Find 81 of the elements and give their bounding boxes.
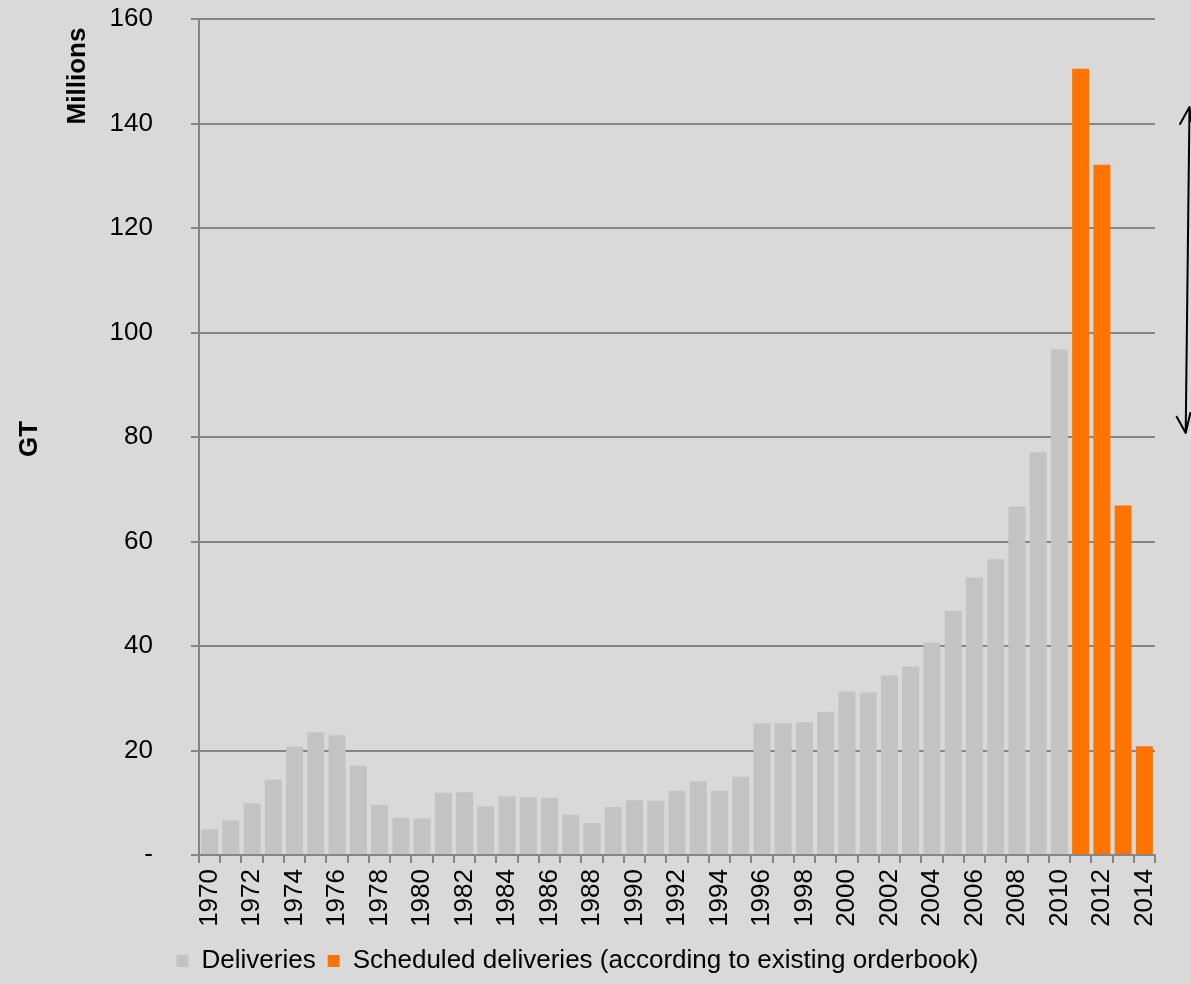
x-tick-label: 2004: [915, 869, 946, 927]
bar: [923, 642, 941, 854]
bar: [1050, 349, 1068, 854]
bar: [965, 577, 983, 854]
bar: [944, 610, 962, 854]
bar: [753, 723, 771, 854]
x-tick-label: 1996: [745, 869, 776, 927]
bar: [710, 790, 728, 854]
y-tick-label: 40: [124, 629, 153, 660]
bar: [795, 722, 813, 854]
y-tick-label: 120: [109, 211, 153, 242]
bar: [647, 800, 665, 854]
x-tick-label: 1976: [320, 869, 351, 927]
bar: [583, 823, 601, 854]
bar: [817, 711, 835, 854]
bar: [328, 735, 346, 854]
bar: [456, 792, 474, 854]
x-tick-label: 1970: [192, 869, 223, 927]
x-tick-label: 2008: [1000, 869, 1031, 927]
x-tick-label: 1982: [447, 869, 478, 927]
y-tick-label: 160: [109, 2, 153, 33]
bar: [1114, 505, 1132, 854]
x-tick-label: 1986: [532, 869, 563, 927]
bar: [859, 692, 877, 854]
bar: [413, 818, 431, 854]
x-tick-label: 1994: [702, 869, 733, 927]
bar: [902, 666, 920, 854]
y-tick-label: -: [144, 838, 153, 869]
y-tick-label: 20: [124, 733, 153, 764]
x-tick-label: 1980: [405, 869, 436, 927]
x-tick-label: 2006: [957, 869, 988, 927]
bar: [392, 817, 410, 854]
bar: [732, 776, 750, 854]
y-tick-label: 60: [124, 524, 153, 555]
bar: [477, 806, 495, 854]
y-axis-title: GT: [13, 420, 44, 458]
bar: [604, 806, 622, 854]
bar: [264, 779, 282, 854]
bar: [307, 732, 325, 854]
bar: [371, 804, 389, 854]
y-tick-label: 140: [109, 106, 153, 137]
bar: [1008, 506, 1026, 854]
bar: [689, 781, 707, 854]
y-tick-label: 80: [124, 420, 153, 451]
x-tick-label: 1978: [362, 869, 393, 927]
bar: [286, 746, 304, 854]
bar: [519, 797, 537, 854]
x-tick-label: 1990: [617, 869, 648, 927]
bar: [626, 800, 644, 854]
x-tick-label: 2002: [872, 869, 903, 927]
x-tick-label: 2010: [1042, 869, 1073, 927]
bar: [541, 798, 559, 854]
bar: [987, 559, 1005, 854]
x-tick-label: 1984: [490, 869, 521, 927]
bar: [1135, 746, 1153, 854]
x-tick-label: 1998: [787, 869, 818, 927]
bar: [1072, 68, 1090, 854]
x-tick-label: 1974: [277, 869, 308, 927]
bar: [434, 792, 452, 854]
bar: [222, 820, 240, 854]
x-tick-label: 2012: [1085, 869, 1116, 927]
bar: [668, 790, 686, 854]
x-tick-label: 1992: [660, 869, 691, 927]
x-tick-label: 2000: [830, 869, 861, 927]
bar: [498, 796, 516, 854]
bar: [562, 814, 580, 854]
x-tick-label: 2014: [1127, 869, 1158, 927]
legend-label: Deliveries: [201, 944, 316, 975]
bar: [201, 829, 219, 854]
bar: [1029, 452, 1047, 854]
bar: [838, 691, 856, 854]
bar: [1093, 164, 1111, 854]
x-tick-label: 1972: [235, 869, 266, 927]
bar: [349, 765, 367, 854]
bar: [774, 723, 792, 854]
x-tick-label: 1988: [575, 869, 606, 927]
y-tick-label: 100: [109, 315, 153, 346]
text: Millions: [61, 27, 92, 125]
bar: [880, 675, 898, 854]
bar: [243, 803, 261, 854]
legend-label: Scheduled deliveries (according to existing orderbook): [352, 944, 979, 975]
